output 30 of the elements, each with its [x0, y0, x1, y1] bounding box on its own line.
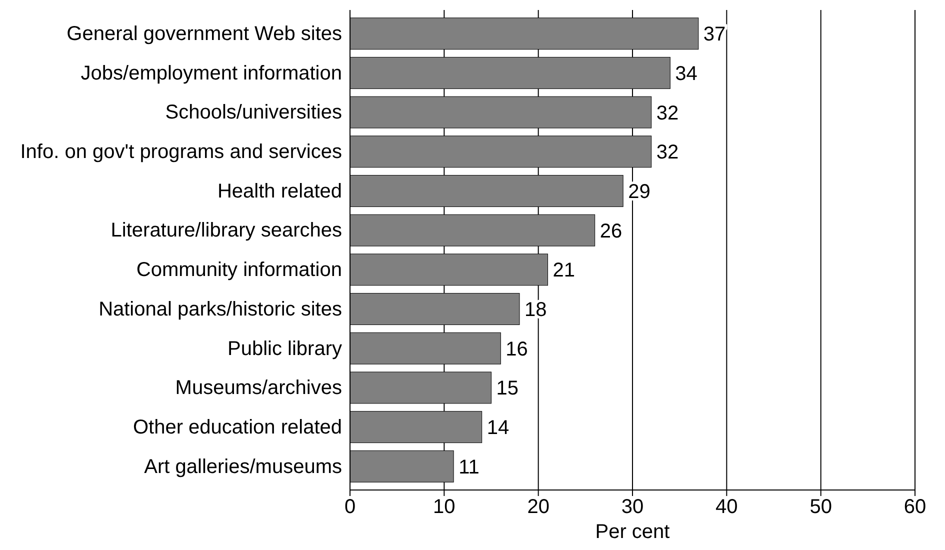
y-tick-label: Literature/library searches [110, 220, 342, 242]
data-label: 16 [506, 338, 528, 360]
data-label: 11 [458, 456, 480, 478]
data-label: 26 [600, 220, 622, 242]
y-tick-label: Art galleries/museums [144, 456, 342, 478]
data-label: 15 [496, 378, 518, 400]
y-tick-label: Other education related [132, 416, 342, 438]
y-tick-label: Jobs/employment information [80, 62, 342, 84]
y-tick-label: National parks/historic sites [98, 298, 342, 320]
x-tick-label: 0 [344, 496, 356, 518]
data-label: 32 [656, 102, 679, 124]
x-tick-label: 40 [716, 496, 738, 518]
y-tick-label: Community information [136, 259, 342, 282]
x-axis-title: Per cent [595, 521, 670, 543]
data-label: 32 [656, 142, 679, 164]
data-label: 34 [675, 62, 698, 85]
x-tick-label: 60 [904, 496, 926, 518]
y-tick-label: Health related [217, 180, 342, 202]
y-tick-label: Info. on gov't programs and services [20, 141, 342, 164]
data-label: 37 [703, 24, 726, 46]
x-tick-label: 30 [621, 496, 644, 518]
y-tick-label: Museums/archives [175, 377, 342, 400]
data-label: 21 [552, 260, 575, 282]
y-tick-label: Public library [228, 338, 342, 360]
y-tick-label: General government Web sites [66, 23, 342, 46]
y-tick-label: Schools/universities [165, 102, 342, 124]
x-tick-label: 10 [433, 496, 456, 518]
x-tick-label: 20 [527, 496, 550, 518]
x-tick-label: 50 [810, 496, 832, 518]
data-label: 14 [486, 417, 510, 440]
